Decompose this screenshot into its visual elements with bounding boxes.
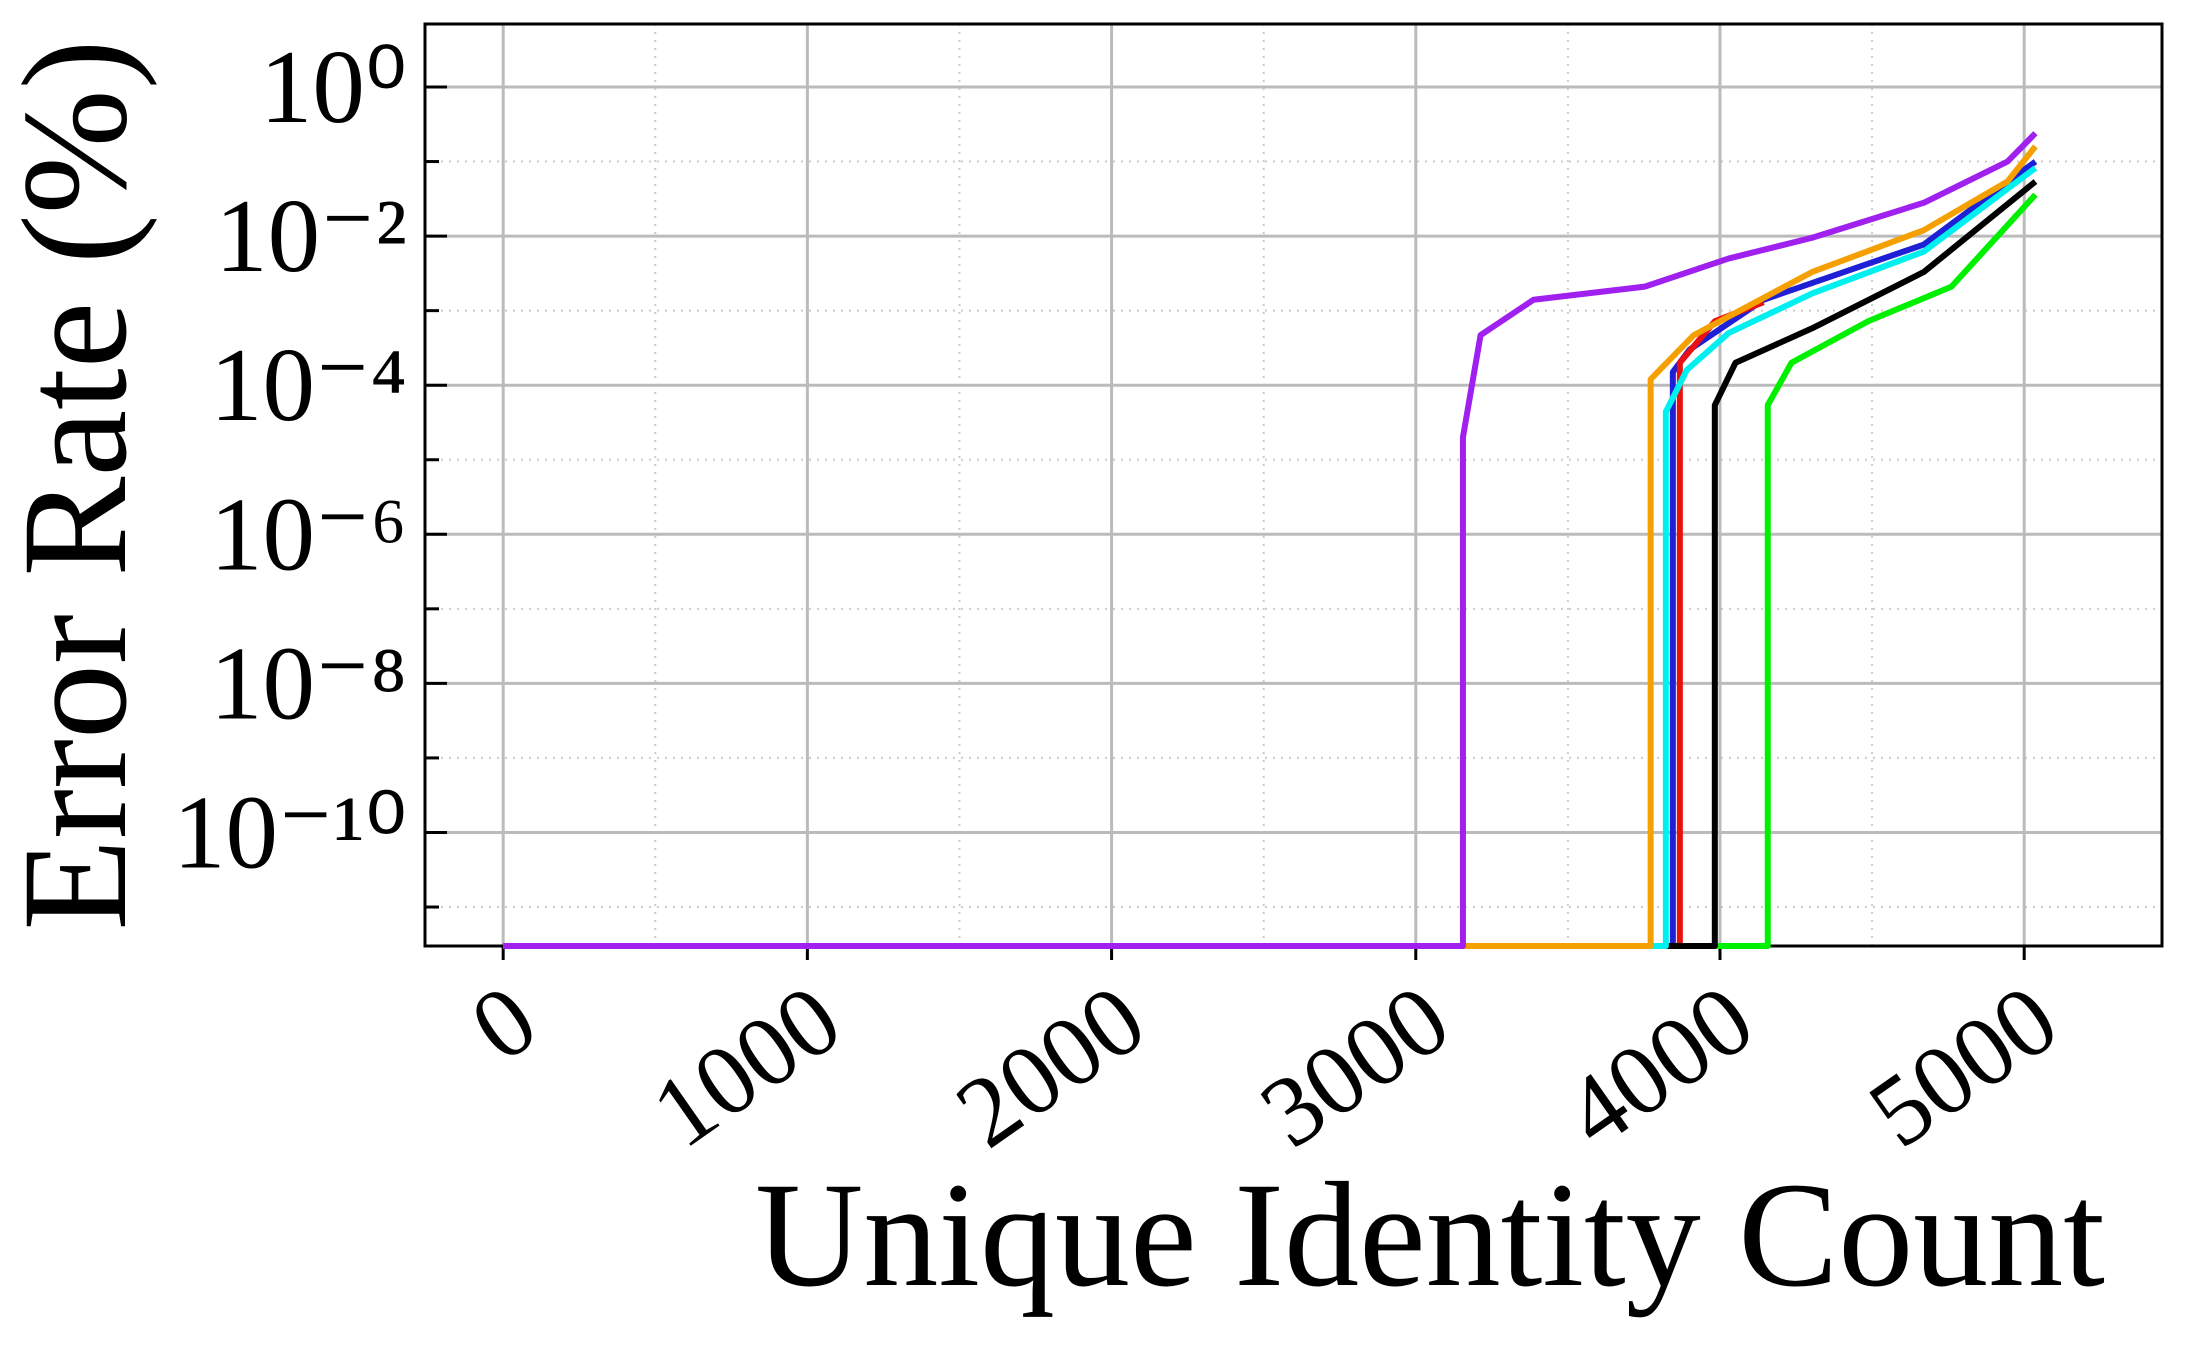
line bbox=[503, 131, 2038, 949]
line bbox=[503, 192, 2038, 949]
x-tick-label: 5000 bbox=[1849, 963, 2076, 1169]
y-tick-label: 10⁻⁴ bbox=[210, 326, 407, 443]
y-tick-label: 10⁻² bbox=[215, 177, 407, 294]
line bbox=[503, 179, 2038, 949]
x-tick-label: 3000 bbox=[1241, 963, 1468, 1169]
line bbox=[503, 165, 2038, 949]
line bbox=[503, 159, 2038, 949]
plot-frame bbox=[423, 22, 2164, 948]
x-tick-label: 4000 bbox=[1545, 963, 1772, 1169]
x-axis-label: Unique Identity Count bbox=[755, 1152, 2105, 1318]
x-tick-label: 2000 bbox=[937, 963, 1164, 1169]
y-tick-label: 10⁻¹⁰ bbox=[173, 773, 407, 890]
y-axis-label: Error Rate (%) bbox=[0, 39, 158, 930]
x-tick-label: 1000 bbox=[633, 963, 860, 1169]
y-tick-label: 10⁻⁸ bbox=[210, 624, 407, 741]
y-tick-label: 10⁻⁶ bbox=[210, 475, 407, 592]
x-tick-label: 0 bbox=[451, 963, 556, 1083]
line bbox=[503, 299, 1765, 949]
line bbox=[503, 144, 2038, 949]
y-tick-label: 10⁰ bbox=[260, 28, 407, 145]
